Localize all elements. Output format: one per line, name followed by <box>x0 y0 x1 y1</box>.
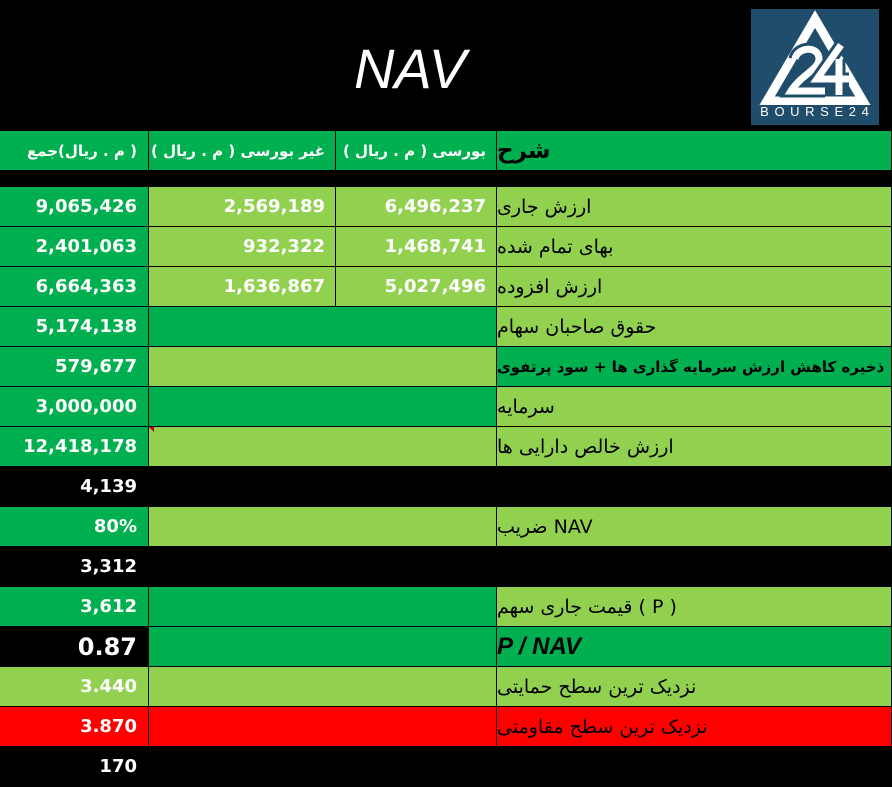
total-cell: 80% <box>0 507 149 547</box>
bourse24-logo: B O U R S E 2 4 <box>751 9 879 125</box>
header-bourse: بورسی ( م . ریال ) <box>336 131 497 171</box>
table-row: 3,312 ارزش ذاتی <box>0 547 892 587</box>
desc-cell: نزدیک ترین سطح حمایتی <box>497 667 892 707</box>
desc-cell: ( P ) قیمت جاری سهم <box>497 587 892 627</box>
total-cell: 2,401,063 <box>0 227 149 267</box>
header-desc: شرح <box>497 131 892 171</box>
desc-cell: ارزش ذاتی <box>497 547 892 587</box>
table-header: ( م . ریال)جمع غیر بورسی ( م . ریال ) بو… <box>0 131 892 171</box>
table-row: 3,000,000 سرمایه <box>0 387 892 427</box>
empty-cell <box>149 507 497 547</box>
empty-cell <box>149 627 497 667</box>
header-total: ( م . ریال)جمع <box>0 131 149 171</box>
table-row: 2,401,063 932,322 1,468,741 بهای تمام شد… <box>0 227 892 267</box>
desc-cell: ارزش افزوده <box>497 267 892 307</box>
desc-cell: نزدیک ترین سطح مقاومتی <box>497 707 892 747</box>
table-row: 3.440 نزدیک ترین سطح حمایتی <box>0 667 892 707</box>
bourse-cell: 5,027,496 <box>336 267 497 307</box>
non-bourse-cell: 2,569,189 <box>149 187 336 227</box>
empty-cell <box>149 467 497 507</box>
total-cell: 170 <box>0 747 149 787</box>
total-cell: 4,139 <box>0 467 149 507</box>
table-row: 9,065,426 2,569,189 6,496,237 ارزش جاری <box>0 187 892 227</box>
table-row: 3,612 ( P ) قیمت جاری سهم <box>0 587 892 627</box>
empty-cell <box>149 587 497 627</box>
table-row: 3.870 نزدیک ترین سطح مقاومتی <box>0 707 892 747</box>
total-cell: 5,174,138 <box>0 307 149 347</box>
table-row: 170 سود قابل تقسیم در مجمع (95) <box>0 747 892 787</box>
non-bourse-cell: 932,322 <box>149 227 336 267</box>
bourse-cell: 6,496,237 <box>336 187 497 227</box>
total-cell: 3.870 <box>0 707 149 747</box>
table-row: 4,139 NAV <box>0 467 892 507</box>
table-row: 6,664,363 1,636,867 5,027,496 ارزش افزود… <box>0 267 892 307</box>
empty-cell <box>149 307 497 347</box>
desc-cell: سود قابل تقسیم در مجمع (95) <box>497 747 892 787</box>
table-row: 579,677 ذخیره کاهش ارزش سرمایه گذاری ها … <box>0 347 892 387</box>
desc-cell: ارزش جاری <box>497 187 892 227</box>
logo-text: B O U R S E 2 4 <box>760 104 870 119</box>
total-cell: 3,612 <box>0 587 149 627</box>
total-cell: 579,677 <box>0 347 149 387</box>
empty-cell <box>149 387 497 427</box>
table-row: 12,418,178 ارزش خالص دارایی ها <box>0 427 892 467</box>
desc-cell: NAV <box>497 467 892 507</box>
desc-cell: NAV ضریب <box>497 507 892 547</box>
total-cell: 12,418,178 <box>0 427 149 467</box>
bourse24-logo-icon <box>759 10 871 105</box>
table-row: 80% NAV ضریب <box>0 507 892 547</box>
total-cell: 6,664,363 <box>0 267 149 307</box>
desc-cell: بهای تمام شده <box>497 227 892 267</box>
empty-cell <box>149 667 497 707</box>
empty-cell <box>149 547 497 587</box>
header-non-bourse: غیر بورسی ( م . ریال ) <box>149 131 336 171</box>
total-cell: 3,312 <box>0 547 149 587</box>
desc-cell: سرمایه <box>497 387 892 427</box>
empty-cell <box>149 347 497 387</box>
empty-cell <box>149 747 497 787</box>
bourse-cell: 1,468,741 <box>336 227 497 267</box>
total-cell: 3,000,000 <box>0 387 149 427</box>
non-bourse-cell: 1,636,867 <box>149 267 336 307</box>
comment-marker-icon <box>149 427 154 432</box>
empty-cell <box>149 707 497 747</box>
table-row: 5,174,138 حقوق صاحبان سهام <box>0 307 892 347</box>
desc-cell: حقوق صاحبان سهام <box>497 307 892 347</box>
page-title: NAV <box>353 37 467 100</box>
total-cell: 3.440 <box>0 667 149 707</box>
empty-cell <box>149 427 497 467</box>
total-cell: 0.87 <box>0 627 149 667</box>
desc-cell: ذخیره کاهش ارزش سرمایه گذاری ها + سود پر… <box>497 347 892 387</box>
desc-cell: ارزش خالص دارایی ها <box>497 427 892 467</box>
table-row: 0.87 P / NAV <box>0 627 892 667</box>
desc-cell: P / NAV <box>497 627 892 667</box>
total-cell: 9,065,426 <box>0 187 149 227</box>
